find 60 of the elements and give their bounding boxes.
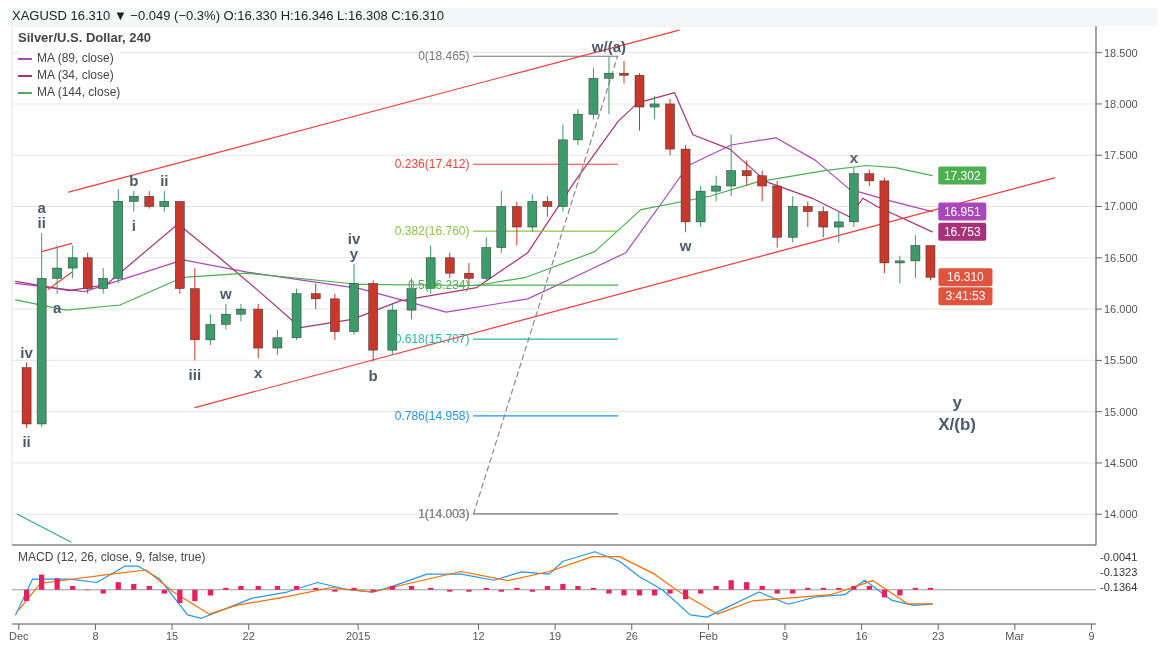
data-label: 16.753 xyxy=(943,225,981,240)
data-label: 16.951 xyxy=(943,204,981,219)
annotation: 0.382(16.760) xyxy=(394,224,470,239)
y-tick-label: 14.000 xyxy=(1104,508,1138,521)
y-tick-label: 15.000 xyxy=(1104,405,1138,418)
annotation: 0(18.465) xyxy=(418,49,470,64)
annotation: w xyxy=(219,285,233,303)
chart-subtitle: Silver/U.S. Dollar, 240 xyxy=(18,30,151,45)
annotation: w xyxy=(678,237,692,255)
x-tick-label: Mar xyxy=(1005,629,1025,642)
y-tick-label: 18.500 xyxy=(1104,46,1138,59)
y-tick-label: 17.500 xyxy=(1104,149,1138,162)
x-tick-label: 12 xyxy=(472,629,485,642)
x-tick-label: 19 xyxy=(549,629,562,642)
annotation: x xyxy=(849,148,859,166)
annotation: 1(14.003) xyxy=(418,507,470,522)
annotation: 0.236(17.412) xyxy=(394,157,470,172)
annotation: iii xyxy=(188,365,202,383)
annotation: b xyxy=(129,172,139,190)
x-tick-label: Feb xyxy=(698,629,718,642)
annotation: ii xyxy=(160,172,169,190)
x-tick-label: Dec xyxy=(9,629,30,642)
legend-label: MA (89, close) xyxy=(37,50,114,67)
y-tick-label: 16.000 xyxy=(1104,303,1138,315)
x-tick-label: 15 xyxy=(165,629,179,642)
y-tick-label: 18.000 xyxy=(1104,97,1138,110)
text: -0.1323 xyxy=(1100,565,1139,580)
annotation: ii xyxy=(22,433,31,451)
x-tick-label: 8 xyxy=(92,629,99,642)
annotation: 3:41:53 xyxy=(945,289,986,304)
text: -0.0041 xyxy=(1100,550,1139,565)
x-tick-label: 9 xyxy=(781,629,789,642)
annotation: iv xyxy=(347,230,361,248)
text: -0.1364 xyxy=(1100,580,1139,595)
y-tick-label: 16.500 xyxy=(1104,251,1138,264)
x-tick-label: 22 xyxy=(242,629,255,642)
annotation: y xyxy=(349,245,359,263)
annotation: X/(b) xyxy=(938,414,976,436)
x-tick-label: 2015 xyxy=(345,629,371,642)
data-label: 17.302 xyxy=(943,168,981,183)
y-tick-label: 15.500 xyxy=(1104,354,1138,367)
annotation: a xyxy=(37,199,47,217)
annotation: 16.310 xyxy=(947,270,985,285)
x-tick-label: 9 xyxy=(1088,629,1095,642)
x-tick-label: 26 xyxy=(625,629,638,642)
legend-label: MA (144, close) xyxy=(37,84,121,101)
annotation: b xyxy=(368,366,378,384)
annotation: 0.786(14.958) xyxy=(394,409,470,424)
legend-label: MA (34, close) xyxy=(37,67,114,84)
x-tick-label: 23 xyxy=(932,629,945,642)
annotation: iv xyxy=(20,343,34,361)
annotation: i xyxy=(131,216,136,234)
annotation: x xyxy=(254,363,264,381)
annotation: ii xyxy=(37,214,46,232)
annotation: y xyxy=(951,392,963,414)
y-tick-label: 17.000 xyxy=(1104,200,1138,213)
chart-title: XAGUSD 16.310 ▼ −0.049 (−0.3%) O:16.330 H:16.346 L:16.308 C:16.310 xyxy=(8,8,1158,26)
y-tick-label: 14.500 xyxy=(1104,456,1138,469)
x-tick-label: 16 xyxy=(855,629,868,642)
chart-title: MACD (12, 26, close, 9, false, true) xyxy=(18,550,206,564)
